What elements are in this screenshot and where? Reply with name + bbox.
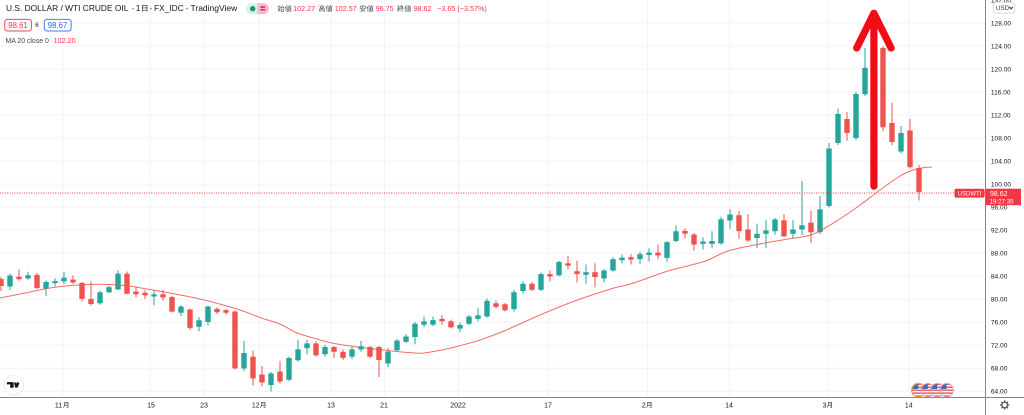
svg-text:3: 3 [823, 403, 827, 410]
svg-text:102.27: 102.27 [293, 4, 315, 13]
svg-text:14: 14 [905, 403, 913, 410]
svg-text:98.67: 98.67 [48, 21, 68, 30]
svg-text:TradingView: TradingView [191, 3, 239, 13]
svg-text:80.00: 80.00 [991, 297, 1008, 304]
svg-text:104.00: 104.00 [991, 159, 1012, 166]
svg-text:100.00: 100.00 [991, 182, 1012, 189]
svg-text:102.20: 102.20 [54, 36, 76, 45]
svg-text:2022: 2022 [450, 403, 466, 410]
svg-text:96.75: 96.75 [376, 4, 394, 13]
svg-text:72.00: 72.00 [991, 343, 1008, 350]
svg-text:14: 14 [725, 403, 733, 410]
svg-text:12: 12 [252, 403, 260, 410]
svg-text:98.62: 98.62 [414, 4, 432, 13]
svg-text:120.00: 120.00 [991, 66, 1012, 73]
svg-text:84.00: 84.00 [991, 274, 1008, 281]
svg-text:76.00: 76.00 [991, 320, 1008, 327]
svg-text:92.00: 92.00 [991, 228, 1008, 235]
svg-text:2: 2 [642, 403, 646, 410]
svg-text:23: 23 [200, 403, 208, 410]
svg-text:68.00: 68.00 [991, 366, 1008, 373]
svg-text:96.00: 96.00 [991, 205, 1008, 212]
svg-text:U.S. DOLLAR / WTI CRUDE OIL: U.S. DOLLAR / WTI CRUDE OIL [6, 3, 129, 13]
svg-text:108.00: 108.00 [991, 136, 1012, 143]
svg-text:102.57: 102.57 [335, 4, 357, 13]
svg-text:124.00: 124.00 [991, 43, 1012, 50]
svg-text:88.00: 88.00 [991, 251, 1008, 258]
svg-text:64.00: 64.00 [991, 389, 1008, 396]
svg-text:1: 1 [136, 3, 141, 13]
svg-text:6: 6 [35, 22, 39, 29]
svg-text:21: 21 [380, 403, 388, 410]
svg-text:128.00: 128.00 [991, 20, 1012, 27]
svg-text:11: 11 [55, 403, 62, 410]
svg-text:116.00: 116.00 [991, 89, 1011, 96]
svg-text:19:27:35: 19:27:35 [990, 198, 1015, 205]
svg-text:15: 15 [147, 403, 155, 410]
svg-text:USD: USD [996, 5, 1010, 12]
svg-text:FX_IDC: FX_IDC [154, 3, 184, 13]
svg-text:13: 13 [327, 403, 335, 410]
svg-text:112.00: 112.00 [991, 112, 1011, 119]
svg-text:MA 20 close 0: MA 20 close 0 [6, 38, 49, 45]
svg-text:98.61: 98.61 [8, 21, 28, 30]
svg-text:USDWTI: USDWTI [958, 191, 982, 197]
svg-text:98.62: 98.62 [990, 191, 1008, 198]
svg-text:17: 17 [544, 403, 552, 410]
svg-text:−3.65 (−3.57%): −3.65 (−3.57%) [437, 4, 487, 13]
